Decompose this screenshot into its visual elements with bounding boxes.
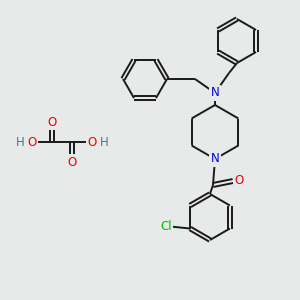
Text: N: N [211,86,219,100]
Text: Cl: Cl [160,220,172,233]
Text: H: H [100,136,108,148]
Text: H: H [16,136,24,148]
Text: N: N [211,152,219,166]
Text: O: O [68,155,76,169]
Text: O: O [234,175,244,188]
Text: O: O [47,116,57,128]
Text: O: O [27,136,37,148]
Text: O: O [87,136,97,148]
